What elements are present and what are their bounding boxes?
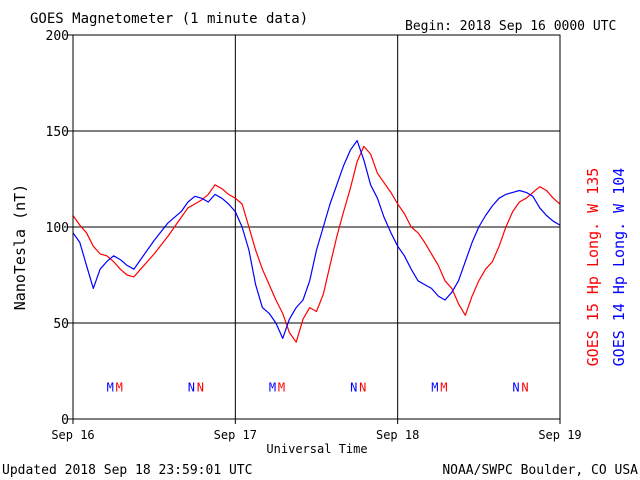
x-tick-label: Sep 19 bbox=[538, 428, 581, 442]
event-marker-m: M bbox=[107, 380, 114, 394]
x-tick-label: Sep 18 bbox=[376, 428, 419, 442]
event-marker-n: N bbox=[350, 380, 357, 394]
event-marker-n: N bbox=[188, 380, 195, 394]
y-tick-label: 0 bbox=[61, 413, 69, 428]
event-marker-m: M bbox=[431, 380, 438, 394]
event-marker-m: M bbox=[278, 380, 285, 394]
series-line-goes-14-hp bbox=[72, 140, 561, 339]
y-tick-label: 200 bbox=[46, 29, 69, 44]
x-axis-label: Universal Time bbox=[266, 442, 367, 456]
event-marker-n: N bbox=[197, 380, 204, 394]
grid bbox=[73, 35, 560, 419]
x-tick-label: Sep 16 bbox=[51, 428, 94, 442]
updated-timestamp: Updated 2018 Sep 18 23:59:01 UTC bbox=[2, 463, 252, 478]
series-lines bbox=[72, 140, 561, 343]
legend-goes15: GOES 15 Hp Long. W 135 bbox=[584, 168, 602, 367]
event-marker-n: N bbox=[521, 380, 528, 394]
begin-time: Begin: 2018 Sep 16 0000 UTC bbox=[405, 19, 616, 34]
source-credit: NOAA/SWPC Boulder, CO USA bbox=[442, 463, 638, 478]
axes: 0 50 100 150 200 Sep 16 Sep 17 Sep 18 Sep 19 bbox=[46, 29, 582, 442]
event-marker-m: M bbox=[440, 380, 447, 394]
event-marker-n: N bbox=[359, 380, 366, 394]
series-line-goes-15-hp bbox=[72, 145, 561, 343]
y-tick-label: 100 bbox=[46, 221, 69, 236]
y-tick-label: 50 bbox=[53, 317, 69, 332]
x-tick-label: Sep 17 bbox=[214, 428, 257, 442]
plot-frame bbox=[72, 34, 561, 420]
y-tick-label: 150 bbox=[46, 125, 69, 140]
event-marker-n: N bbox=[512, 380, 519, 394]
y-axis-label: NanoTesla (nT) bbox=[11, 184, 29, 310]
legend-goes14: GOES 14 Hp Long. W 104 bbox=[610, 168, 628, 367]
event-marker-m: M bbox=[269, 380, 276, 394]
chart-title: GOES Magnetometer (1 minute data) bbox=[30, 11, 308, 27]
event-marker-m: M bbox=[116, 380, 123, 394]
